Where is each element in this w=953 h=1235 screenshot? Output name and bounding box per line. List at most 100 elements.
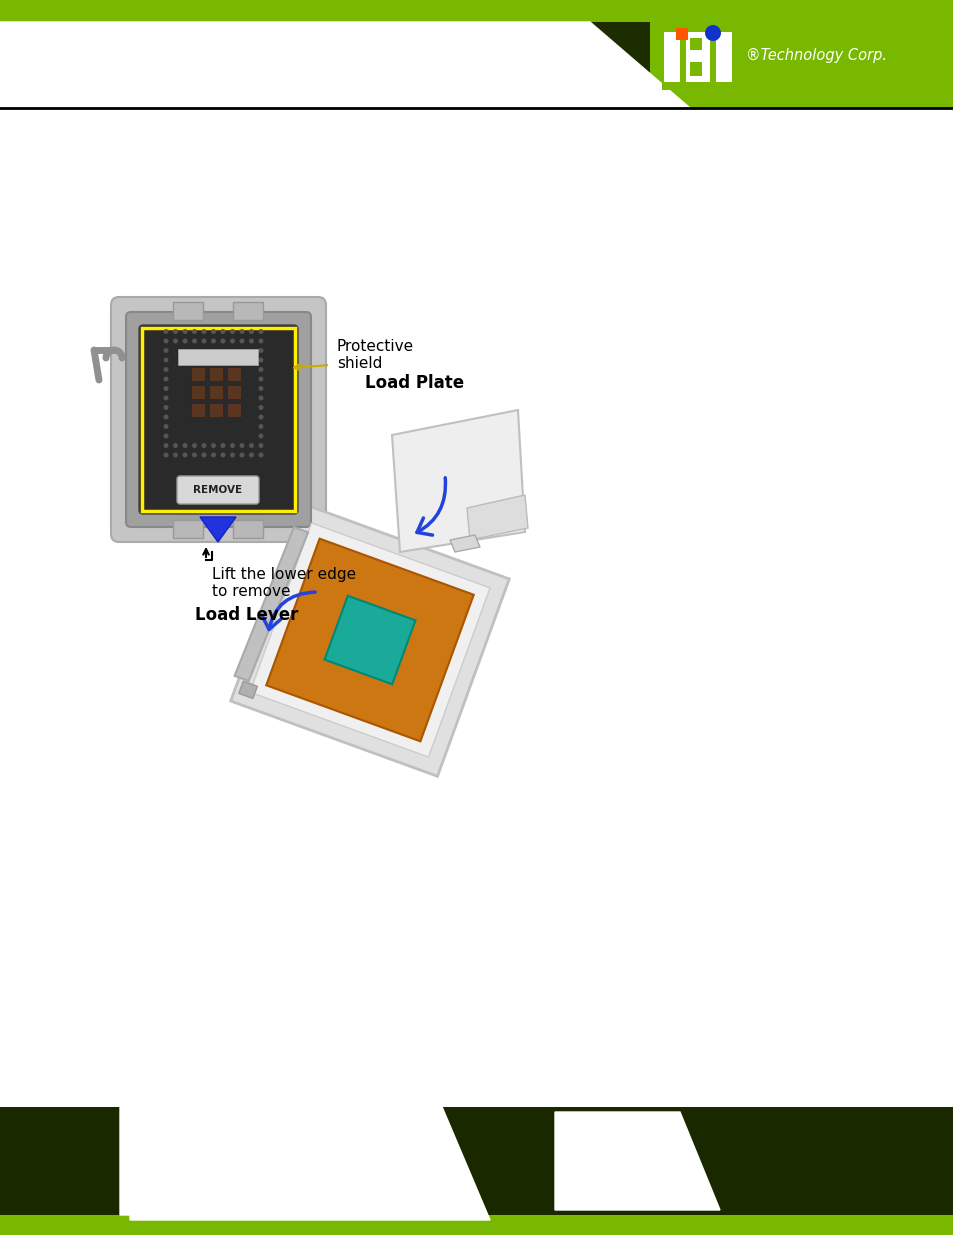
Circle shape — [172, 443, 178, 448]
Circle shape — [239, 443, 244, 448]
Circle shape — [220, 452, 225, 457]
Bar — [227, 385, 241, 399]
Polygon shape — [0, 22, 689, 107]
Circle shape — [192, 338, 196, 343]
Circle shape — [249, 338, 253, 343]
Circle shape — [163, 367, 169, 372]
Circle shape — [182, 452, 188, 457]
Circle shape — [201, 443, 206, 448]
Bar — [685, 32, 709, 82]
Circle shape — [239, 452, 244, 457]
Bar — [227, 350, 241, 363]
Circle shape — [258, 424, 263, 429]
Circle shape — [239, 329, 244, 333]
Bar — [0, 0, 953, 107]
Polygon shape — [250, 522, 490, 757]
Circle shape — [163, 387, 169, 391]
Polygon shape — [555, 1112, 720, 1210]
Circle shape — [258, 443, 263, 448]
Polygon shape — [266, 538, 474, 741]
Circle shape — [249, 329, 253, 333]
Circle shape — [182, 329, 188, 333]
Bar — [663, 32, 679, 82]
Bar — [172, 303, 203, 320]
Circle shape — [258, 357, 263, 363]
Circle shape — [172, 338, 178, 343]
Circle shape — [192, 329, 196, 333]
Circle shape — [258, 367, 263, 372]
Bar — [209, 367, 223, 382]
Bar — [191, 350, 205, 363]
Circle shape — [163, 395, 169, 400]
Polygon shape — [231, 504, 509, 777]
Bar — [0, 1215, 953, 1235]
Circle shape — [258, 329, 263, 333]
Text: Load Lever: Load Lever — [194, 606, 298, 624]
Circle shape — [258, 338, 263, 343]
FancyBboxPatch shape — [126, 312, 311, 527]
Bar — [191, 367, 205, 382]
Circle shape — [258, 405, 263, 410]
Circle shape — [163, 452, 169, 457]
Circle shape — [163, 348, 169, 353]
Circle shape — [172, 329, 178, 333]
Polygon shape — [120, 1107, 450, 1215]
Circle shape — [220, 338, 225, 343]
Bar — [209, 403, 223, 417]
Text: Lift the lower edge
to remove: Lift the lower edge to remove — [212, 567, 355, 599]
FancyBboxPatch shape — [177, 475, 258, 504]
Circle shape — [163, 443, 169, 448]
Bar — [209, 385, 223, 399]
Bar — [689, 49, 705, 62]
Polygon shape — [324, 595, 415, 684]
Circle shape — [163, 377, 169, 382]
Circle shape — [192, 443, 196, 448]
FancyBboxPatch shape — [111, 296, 326, 542]
Circle shape — [258, 433, 263, 438]
Bar — [661, 25, 741, 90]
Circle shape — [249, 452, 253, 457]
Circle shape — [201, 329, 206, 333]
Circle shape — [163, 433, 169, 438]
Polygon shape — [392, 410, 524, 552]
Circle shape — [182, 338, 188, 343]
Text: REMOVE: REMOVE — [193, 485, 242, 495]
Circle shape — [230, 329, 234, 333]
Bar — [191, 403, 205, 417]
Circle shape — [163, 405, 169, 410]
Circle shape — [163, 338, 169, 343]
Circle shape — [258, 395, 263, 400]
Circle shape — [192, 452, 196, 457]
Circle shape — [201, 338, 206, 343]
Circle shape — [258, 387, 263, 391]
Circle shape — [163, 424, 169, 429]
Circle shape — [201, 452, 206, 457]
Circle shape — [258, 415, 263, 420]
Circle shape — [211, 452, 215, 457]
Bar — [0, 0, 953, 22]
Polygon shape — [0, 38, 659, 103]
Bar — [716, 32, 731, 82]
Polygon shape — [130, 1102, 490, 1220]
Circle shape — [182, 443, 188, 448]
Bar — [233, 303, 263, 320]
Polygon shape — [200, 517, 235, 542]
Circle shape — [230, 338, 234, 343]
Bar — [209, 350, 223, 363]
Circle shape — [172, 452, 178, 457]
Polygon shape — [238, 682, 257, 699]
FancyBboxPatch shape — [139, 325, 297, 514]
Text: Load Plate: Load Plate — [365, 374, 464, 391]
Circle shape — [230, 443, 234, 448]
Bar — [172, 520, 203, 538]
Circle shape — [211, 443, 215, 448]
Circle shape — [163, 415, 169, 420]
FancyArrowPatch shape — [416, 478, 445, 535]
Circle shape — [230, 452, 234, 457]
Circle shape — [163, 357, 169, 363]
Polygon shape — [450, 535, 479, 552]
Bar — [227, 367, 241, 382]
Bar — [0, 1107, 953, 1235]
Circle shape — [220, 443, 225, 448]
Circle shape — [220, 329, 225, 333]
